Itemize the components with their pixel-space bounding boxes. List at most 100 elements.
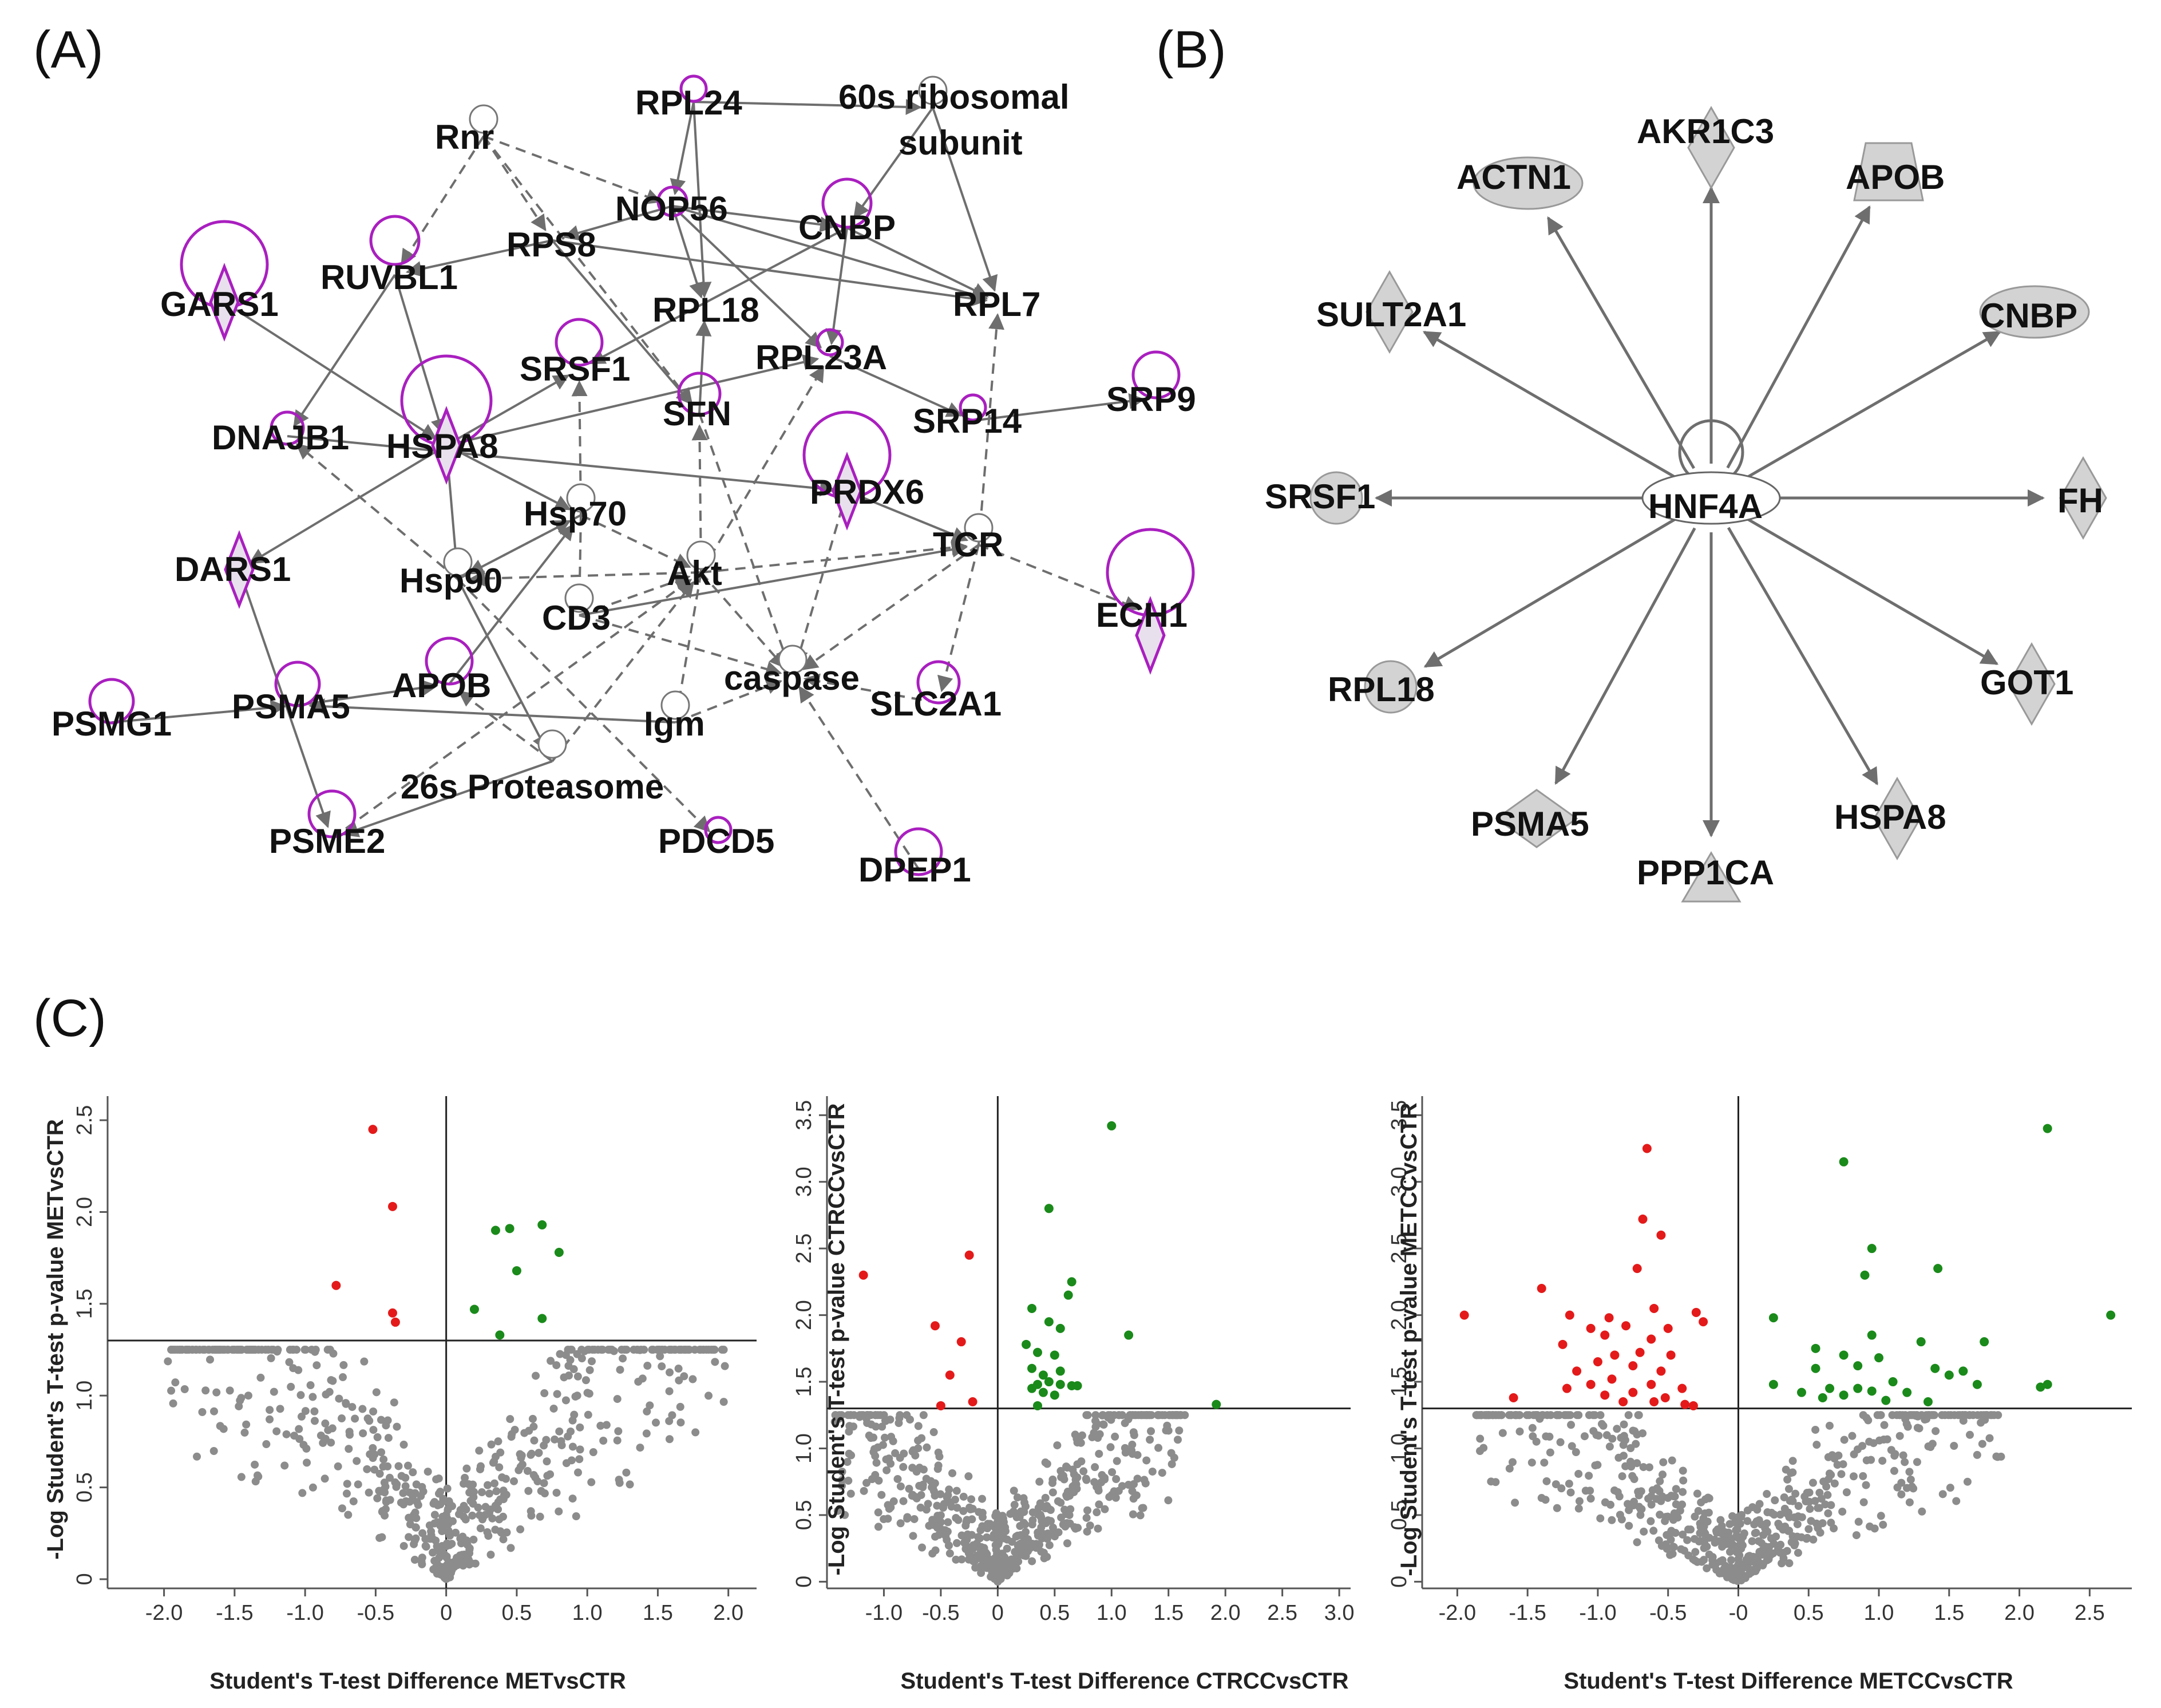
- network-a-edge-cnbp-rpl23a: [825, 227, 848, 345]
- point-ns: [702, 1346, 711, 1354]
- point-ns: [1071, 1524, 1080, 1533]
- point-ns: [561, 1396, 570, 1405]
- target-node-fh: [2059, 456, 2107, 540]
- network-a-edge-sfn-rpl18: [695, 320, 712, 414]
- point-ns: [596, 1421, 605, 1430]
- point-ns: [363, 1465, 371, 1473]
- point-ns: [253, 1471, 262, 1480]
- point-ns: [418, 1553, 426, 1562]
- point-ns: [1733, 1577, 1742, 1586]
- point-ns: [1505, 1411, 1514, 1420]
- point-ns: [302, 1444, 311, 1453]
- point-ns: [1037, 1513, 1046, 1521]
- point-ns: [1111, 1432, 1119, 1441]
- point-ns: [948, 1469, 957, 1477]
- target-label-got1: GOT1: [1980, 663, 2073, 702]
- point-ns: [1527, 1458, 1536, 1467]
- point-ns: [1050, 1532, 1059, 1541]
- point-ns: [984, 1520, 992, 1528]
- target-label-rpl18: RPL18: [1328, 670, 1435, 709]
- point-ns: [1091, 1411, 1100, 1420]
- point-ns: [1063, 1493, 1071, 1501]
- point-ns: [1099, 1420, 1107, 1429]
- node-shape-hsp90: [443, 547, 473, 577]
- network-a-edge-srp14-srp9: [972, 393, 1145, 422]
- point-ns: [1048, 1475, 1057, 1484]
- point-ns: [1905, 1498, 1914, 1507]
- point-ns: [492, 1487, 501, 1496]
- point-ns: [1573, 1411, 1581, 1420]
- point-ns: [1932, 1427, 1940, 1436]
- point-ns: [1113, 1457, 1121, 1465]
- point-ns: [1083, 1506, 1092, 1515]
- point-ns: [528, 1414, 537, 1423]
- point-down: [956, 1337, 966, 1347]
- point-down: [1635, 1347, 1645, 1357]
- point-ns: [1574, 1469, 1583, 1478]
- point-ns: [443, 1484, 452, 1493]
- point-ns: [959, 1507, 968, 1515]
- point-down: [1656, 1366, 1666, 1376]
- point-ns: [590, 1346, 599, 1354]
- node-label-60s: 60s ribosomal: [838, 78, 1070, 116]
- point-up: [1811, 1363, 1820, 1373]
- point-ns: [274, 1346, 282, 1354]
- point-up: [2036, 1382, 2045, 1392]
- point-ns: [495, 1463, 504, 1472]
- network-a-edge-akt-caspase: [700, 571, 786, 669]
- point-ns: [1858, 1442, 1867, 1450]
- node-shape-p26s: [537, 729, 567, 759]
- point-ns: [872, 1458, 881, 1467]
- point-ns: [556, 1350, 564, 1358]
- point-ns: [1639, 1463, 1648, 1472]
- point-up: [1839, 1157, 1849, 1167]
- point-ns: [882, 1455, 890, 1464]
- y-tick-label: 2.5: [73, 1105, 97, 1136]
- point-up: [1867, 1330, 1877, 1340]
- point-ns: [294, 1366, 303, 1374]
- point-ns: [1640, 1527, 1648, 1536]
- network-b-edge-psma5: [1554, 527, 1696, 785]
- point-ns: [1486, 1411, 1494, 1420]
- point-ns: [1632, 1440, 1640, 1448]
- panel-label-a: (A): [33, 21, 104, 79]
- y-tick-label: 0.5: [73, 1472, 97, 1503]
- network-a-edge-akt-rpl23a: [700, 365, 825, 574]
- point-ns: [1014, 1557, 1023, 1566]
- point-ns: [1825, 1469, 1834, 1478]
- point-ns: [319, 1438, 327, 1447]
- point-ns: [574, 1468, 583, 1477]
- point-ns: [537, 1486, 545, 1495]
- point-ns: [383, 1462, 392, 1470]
- network-a-edge-hspa8-hsp70: [446, 444, 571, 511]
- network-a-edge-hspa8-rpl23a: [446, 354, 820, 446]
- point-ns: [616, 1366, 624, 1374]
- target-node-sult2a1: [1366, 270, 1414, 354]
- network-a-edge-rnr-nop56: [483, 135, 662, 204]
- point-ns: [1523, 1411, 1531, 1420]
- point-ns: [462, 1464, 471, 1473]
- point-ns: [442, 1575, 450, 1583]
- point-ns: [310, 1407, 319, 1416]
- point-ns: [1676, 1507, 1684, 1515]
- point-ns: [860, 1486, 868, 1495]
- point-ns: [401, 1482, 410, 1490]
- point-ns: [1978, 1440, 1986, 1448]
- self-loop-nop56: [656, 185, 688, 218]
- point-ns: [1734, 1561, 1743, 1569]
- point-down: [1691, 1307, 1701, 1317]
- point-ns: [929, 1428, 938, 1437]
- y-tick-label: 0: [73, 1573, 97, 1585]
- point-ns: [1786, 1497, 1794, 1505]
- point-ns: [1068, 1482, 1077, 1490]
- point-ns: [1679, 1488, 1687, 1496]
- point-ns: [646, 1401, 654, 1410]
- point-ns: [1141, 1479, 1150, 1488]
- point-ns: [540, 1479, 548, 1488]
- point-ns: [359, 1429, 367, 1438]
- point-up: [505, 1224, 514, 1233]
- node-shape-tcr: [964, 513, 994, 543]
- x-tick-label: 0.5: [1794, 1601, 1824, 1625]
- point-ns: [918, 1543, 927, 1552]
- point-ns: [597, 1346, 605, 1354]
